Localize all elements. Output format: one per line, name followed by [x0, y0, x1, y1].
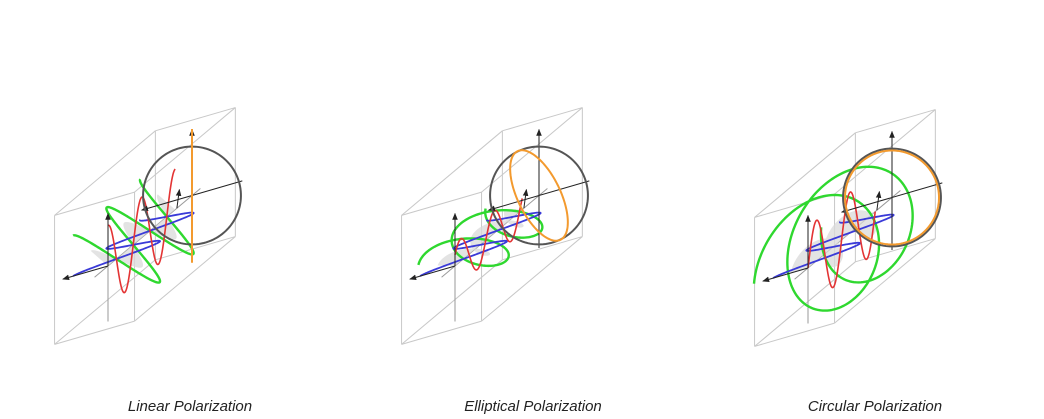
box-edge — [155, 236, 236, 261]
wave-end-arrow — [875, 190, 882, 211]
box-edge — [401, 130, 503, 216]
box-edge — [54, 320, 135, 345]
box-edge — [834, 238, 936, 324]
box-edge — [481, 236, 583, 322]
box-edge — [155, 107, 236, 132]
y-component-wave — [807, 191, 876, 289]
box-edge — [855, 109, 936, 134]
resultant-field-wave — [752, 165, 914, 312]
box-edge — [502, 236, 583, 261]
resultant-field-wave — [417, 208, 544, 268]
y-component-wave — [107, 168, 176, 294]
box-edge — [855, 238, 936, 263]
caption-linear-polarization: Linear Polarization — [127, 398, 253, 415]
box-edge — [401, 191, 482, 216]
box-edge — [481, 107, 583, 193]
box-edge — [134, 107, 236, 193]
box-edge — [401, 320, 482, 345]
unit-circle — [142, 145, 242, 246]
front-x-axis-arrow — [762, 267, 809, 283]
box-edge — [754, 132, 856, 218]
panel-linear-polarization — [54, 107, 243, 345]
box-edge — [502, 107, 583, 132]
caption-circular-polarization: Circular Polarization — [807, 398, 943, 415]
polarization-ellipse — [509, 149, 569, 242]
unit-circle — [842, 147, 942, 248]
back-x-axis-arrow — [488, 180, 590, 212]
caption-elliptical-polarization: Elliptical Polarization — [464, 398, 602, 415]
panel-circular-polarization — [752, 109, 943, 347]
y-component-wave — [454, 198, 523, 271]
wave-end-arrow — [175, 188, 182, 209]
box-edge — [401, 259, 503, 345]
box-edge — [54, 191, 135, 216]
unit-circle — [489, 145, 589, 246]
polarization-ellipse — [844, 149, 940, 246]
resultant-field-wave — [72, 178, 195, 284]
box-edge — [54, 259, 156, 345]
box-edge — [134, 236, 236, 322]
front-x-axis-arrow — [62, 265, 109, 281]
bounding-box — [54, 107, 236, 345]
x-component-wave — [772, 213, 895, 279]
box-edge — [754, 322, 835, 347]
box-edge — [754, 193, 835, 218]
resultant-sheet — [90, 194, 177, 268]
box-edge — [54, 130, 156, 216]
back-x-axis-arrow — [841, 182, 943, 214]
front-x-axis-arrow — [409, 265, 456, 281]
panel-elliptical-polarization — [401, 107, 590, 345]
x-component-wave — [72, 211, 195, 277]
wave-end-arrow — [522, 188, 529, 209]
